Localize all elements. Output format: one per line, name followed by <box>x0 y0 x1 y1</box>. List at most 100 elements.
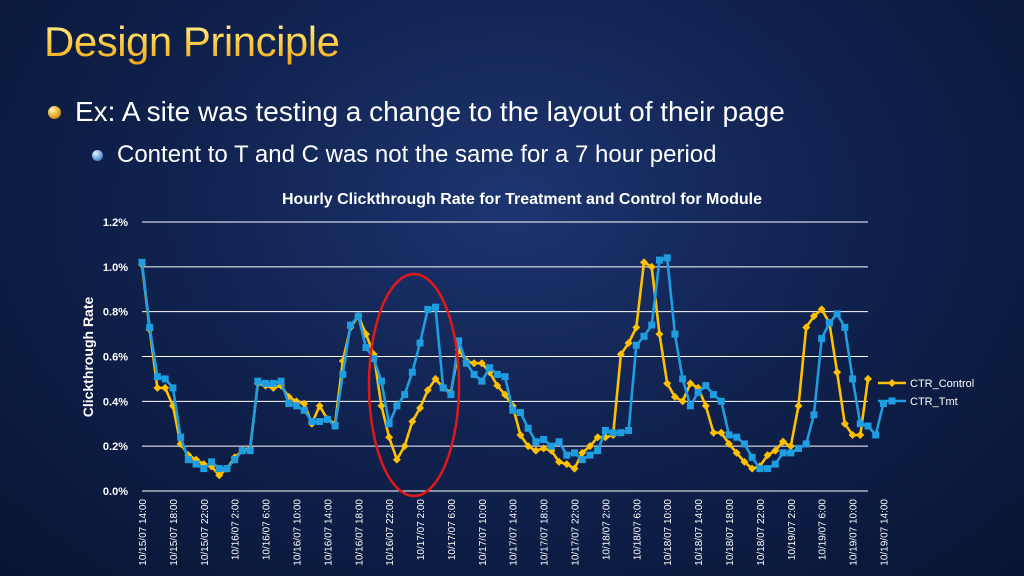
data-point <box>872 431 880 439</box>
series-layer <box>138 254 887 480</box>
data-point <box>701 401 710 410</box>
legend-label: CTR_Control <box>910 378 974 390</box>
data-point <box>200 465 208 473</box>
x-tick-label: 10/16/07 14:00 <box>323 499 334 566</box>
data-point <box>431 374 440 383</box>
x-tick-labels: 10/15/07 14:00 10/15/07 18:00 10/15/07 22:… <box>138 499 890 566</box>
data-point <box>663 254 671 262</box>
data-point <box>161 383 170 392</box>
x-tick-label: 10/18/07 22:00 <box>756 499 767 566</box>
data-point <box>694 388 702 396</box>
data-point <box>686 379 695 388</box>
data-point <box>555 438 563 446</box>
data-point <box>408 368 416 376</box>
x-tick-label: 10/15/07 14:00 <box>138 499 149 566</box>
y-tick-label: 1.2% <box>103 217 128 229</box>
data-point <box>531 446 540 455</box>
data-point <box>616 350 625 359</box>
data-point <box>524 424 532 432</box>
x-tick-label: 10/17/07 2:00 <box>416 499 427 561</box>
data-point <box>524 442 533 451</box>
data-point <box>864 422 872 430</box>
data-point <box>570 464 579 473</box>
y-tick-label: 0.8% <box>103 307 128 319</box>
data-point <box>632 341 640 349</box>
data-point <box>509 406 517 414</box>
data-point <box>392 455 401 464</box>
data-point <box>601 426 609 434</box>
data-point <box>339 370 347 378</box>
data-point <box>725 431 733 439</box>
bullet-level2: Content to T and C was not the same for … <box>92 141 716 169</box>
data-point <box>169 384 177 392</box>
x-tick-label: 10/19/07 14:00 <box>879 499 890 566</box>
data-point <box>670 392 679 401</box>
data-point <box>856 420 864 428</box>
data-point <box>547 442 555 450</box>
data-point <box>848 430 857 439</box>
data-point <box>138 258 146 266</box>
data-point <box>571 449 579 457</box>
x-tick-label: 10/15/07 18:00 <box>169 499 180 566</box>
data-point <box>678 397 687 406</box>
data-point <box>354 312 362 320</box>
data-point <box>856 430 865 439</box>
data-point <box>740 440 748 448</box>
x-tick-label: 10/19/07 10:00 <box>849 499 860 566</box>
gold-bullet-icon <box>48 105 61 119</box>
data-point <box>416 404 425 413</box>
data-point <box>501 390 509 399</box>
x-tick-label: 10/16/07 10:00 <box>292 499 303 566</box>
data-point <box>532 438 540 446</box>
data-point <box>300 406 308 414</box>
data-point <box>764 465 772 473</box>
data-point <box>624 339 633 348</box>
data-point <box>477 359 486 368</box>
data-point <box>285 400 293 408</box>
data-point <box>771 446 780 455</box>
data-point <box>594 447 602 455</box>
data-point <box>323 415 331 423</box>
data-point <box>740 457 749 466</box>
data-point <box>262 379 270 387</box>
x-tick-label: 10/18/07 14:00 <box>694 499 705 566</box>
bullet-level1-text: Ex: A site was testing a change to the l… <box>75 96 785 127</box>
data-point <box>208 458 216 466</box>
data-point <box>879 400 887 408</box>
data-point <box>315 401 324 410</box>
data-point <box>478 377 486 385</box>
data-point <box>818 335 826 343</box>
y-tick-label: 0.2% <box>103 441 128 453</box>
data-point <box>732 448 741 457</box>
data-point <box>717 428 726 437</box>
slide-title: Design Principle <box>44 18 340 65</box>
series-line <box>140 256 885 470</box>
data-point <box>578 448 587 457</box>
data-point <box>709 428 718 437</box>
data-point <box>609 429 617 437</box>
data-point <box>585 442 594 451</box>
data-point <box>586 451 594 459</box>
data-point <box>733 433 741 441</box>
bullet-level2-text: Content to T and C was not the same for … <box>117 141 717 168</box>
data-point <box>493 381 502 390</box>
data-point <box>710 391 718 399</box>
data-point <box>347 321 355 329</box>
data-point <box>455 337 463 345</box>
data-point <box>215 471 224 480</box>
data-point <box>300 399 309 408</box>
data-point <box>864 374 872 383</box>
series-CTR_Tmt <box>138 254 887 473</box>
y-tick-labels: 0.0% 0.2% 0.4% 0.6% 0.8% 1.0% 1.2% <box>103 217 128 498</box>
data-point <box>153 373 161 381</box>
data-point <box>632 323 641 332</box>
data-point <box>493 370 501 378</box>
data-point <box>153 383 162 392</box>
data-point <box>640 258 649 267</box>
data-point <box>146 323 154 331</box>
legend-label: CTR_Tmt <box>910 396 958 408</box>
data-point <box>802 440 810 448</box>
x-tick-label: 10/17/07 14:00 <box>509 499 520 566</box>
bullet-level1: Ex: A site was testing a change to the l… <box>48 96 785 128</box>
data-point <box>555 457 564 466</box>
